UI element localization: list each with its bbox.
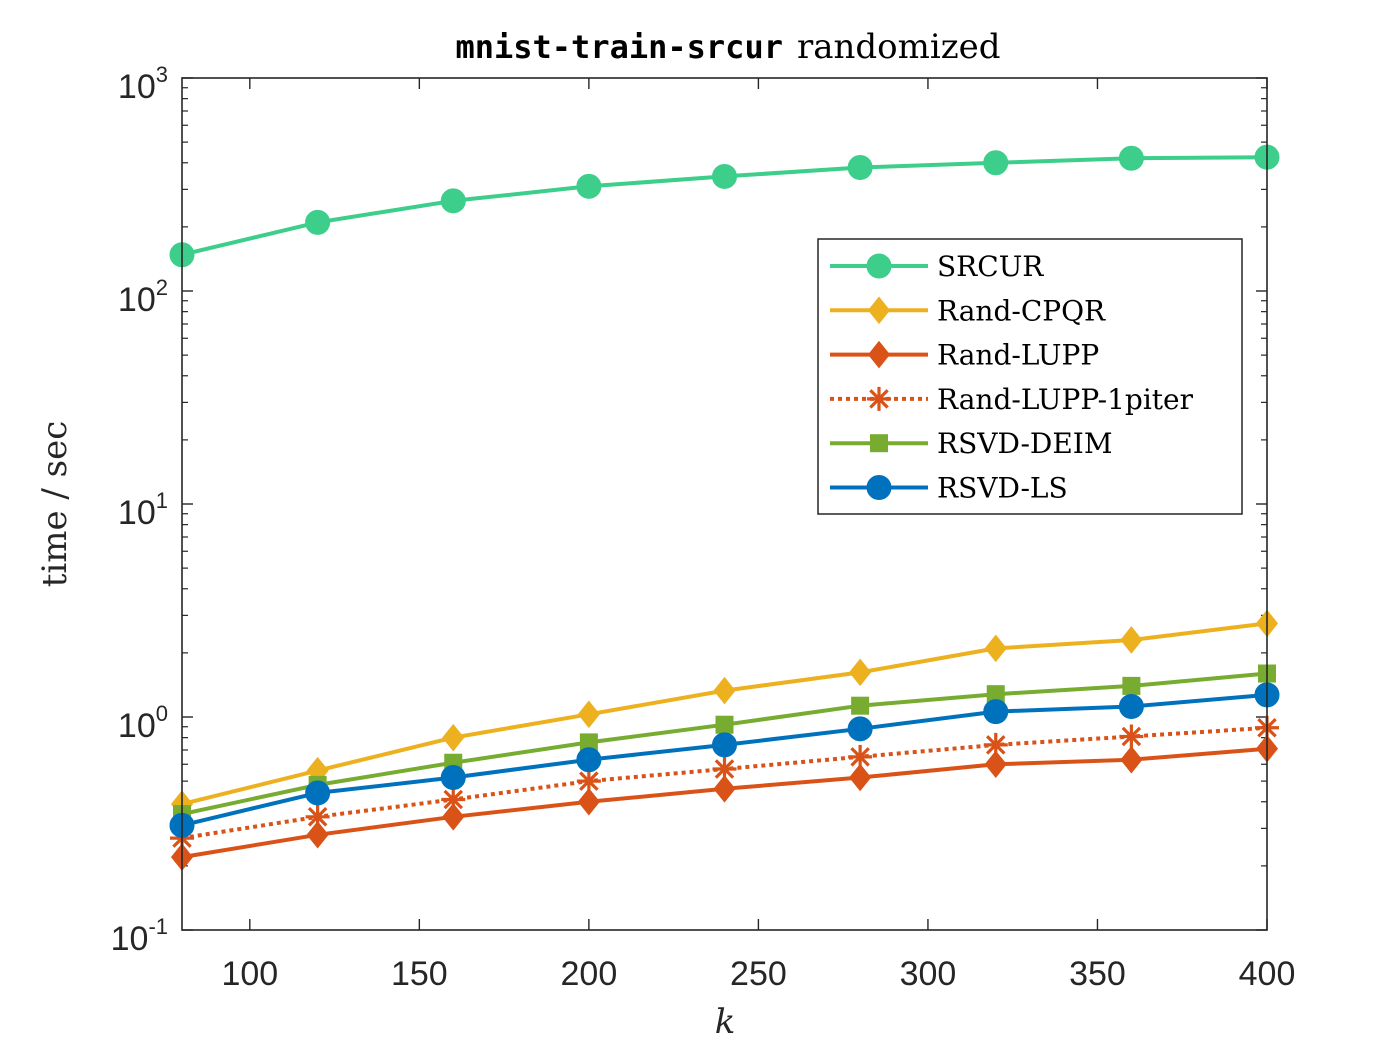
legend-marker: [870, 434, 888, 453]
legend-item: RSVD-DEIM: [830, 427, 1113, 460]
y-tick-exponent: 2: [156, 275, 168, 300]
y-tick-label: 103: [118, 62, 168, 106]
data-point: [851, 696, 870, 715]
y-tick-exponent: -1: [148, 914, 168, 939]
y-tick-base: 10: [118, 707, 156, 745]
x-tick-label: 350: [1069, 955, 1126, 993]
data-point: [849, 763, 872, 792]
y-tick-label: 100: [118, 701, 168, 745]
data-point: [1118, 145, 1144, 171]
legend-box: [817, 238, 1243, 515]
data-point: [305, 804, 330, 829]
data-point: [849, 658, 872, 687]
series-rsvd-ls: [169, 682, 1280, 838]
data-point: [848, 744, 873, 769]
chart-title-text: randomized: [797, 27, 1001, 67]
plot-frame: [181, 77, 1268, 931]
data-point: [579, 733, 598, 752]
data-point: [1120, 626, 1143, 654]
x-tick-label: 400: [1239, 955, 1296, 993]
data-point: [1120, 745, 1143, 774]
legend-label: RSVD-DEIM: [937, 427, 1113, 460]
legend-item: RSVD-LS: [830, 472, 1068, 505]
x-tick-label: 300: [900, 955, 957, 993]
data-point: [1119, 724, 1144, 749]
x-axis-label: k: [715, 1002, 736, 1042]
x-tick-label: 100: [221, 955, 278, 993]
data-point: [983, 150, 1009, 176]
data-point: [983, 699, 1009, 725]
legend-label: Rand-LUPP-1piter: [937, 383, 1194, 416]
legend-marker: [866, 475, 892, 500]
legend-item: Rand-LUPP-1piter: [830, 383, 1194, 416]
data-point: [441, 787, 466, 812]
legend-label: SRCUR: [937, 250, 1044, 283]
x-tick-label: 150: [391, 955, 448, 993]
legend-marker: [867, 386, 891, 411]
legend-item: Rand-LUPP: [830, 339, 1099, 372]
minor-y-ticks: [182, 87, 1267, 867]
x-tick-label: 200: [561, 955, 618, 993]
chart-title: mnist-train-srcur randomized: [455, 27, 1000, 67]
y-tick-base: 10: [111, 920, 149, 958]
y-tick-exponent: 1: [156, 488, 168, 513]
data-point: [306, 820, 329, 849]
data-point: [983, 732, 1008, 757]
data-point: [1122, 676, 1141, 695]
legend-label: Rand-CPQR: [937, 294, 1106, 327]
legend-label: Rand-LUPP: [937, 339, 1099, 372]
y-tick-base: 10: [118, 281, 156, 319]
data-point: [984, 634, 1007, 663]
legend-marker: [866, 253, 892, 279]
y-tick-label: 10-1: [111, 914, 168, 958]
data-point: [305, 209, 331, 235]
data-point: [713, 676, 736, 705]
data-point: [713, 775, 736, 803]
data-point: [576, 747, 602, 773]
y-tick-base: 10: [118, 494, 156, 532]
data-point: [440, 188, 466, 214]
series-srcur: [169, 144, 1280, 268]
data-point: [715, 715, 734, 734]
data-point: [1118, 694, 1144, 720]
series-rand-lupp-1piter: [170, 715, 1279, 851]
data-point: [305, 780, 331, 806]
x-tick-label: 250: [730, 955, 787, 993]
data-point: [847, 716, 873, 742]
data-point: [440, 764, 466, 790]
data-point: [712, 163, 737, 189]
legend-marker: [867, 296, 891, 325]
data-point: [442, 723, 465, 752]
series-rand-cpqr: [170, 609, 1279, 818]
chart-title-mono: mnist-train-srcur: [455, 28, 783, 66]
legend-label: RSVD-LS: [937, 472, 1068, 505]
data-point: [847, 155, 873, 181]
y-tick-base: 10: [118, 68, 156, 106]
data-point: [577, 700, 600, 729]
data-point: [576, 173, 602, 199]
y-tick-label: 101: [118, 488, 168, 532]
data-point: [442, 802, 465, 831]
data-point: [576, 769, 601, 794]
data-point: [712, 756, 737, 781]
y-tick-exponent: 0: [156, 701, 168, 726]
series-layer: [169, 144, 1280, 871]
y-tick-label: 102: [118, 275, 168, 319]
data-point: [986, 685, 1005, 704]
data-point: [712, 732, 737, 758]
data-point: [984, 750, 1007, 779]
legend-item: Rand-CPQR: [830, 294, 1106, 327]
y-tick-exponent: 3: [156, 62, 168, 87]
legend-item: SRCUR: [830, 250, 1044, 283]
data-point: [577, 787, 600, 816]
y-axis-label: time / sec: [35, 421, 75, 588]
legend-marker: [867, 340, 891, 369]
legend: SRCUR Rand-CPQR Rand-LUPP Rand-LUPP-1piter R…: [817, 238, 1243, 515]
